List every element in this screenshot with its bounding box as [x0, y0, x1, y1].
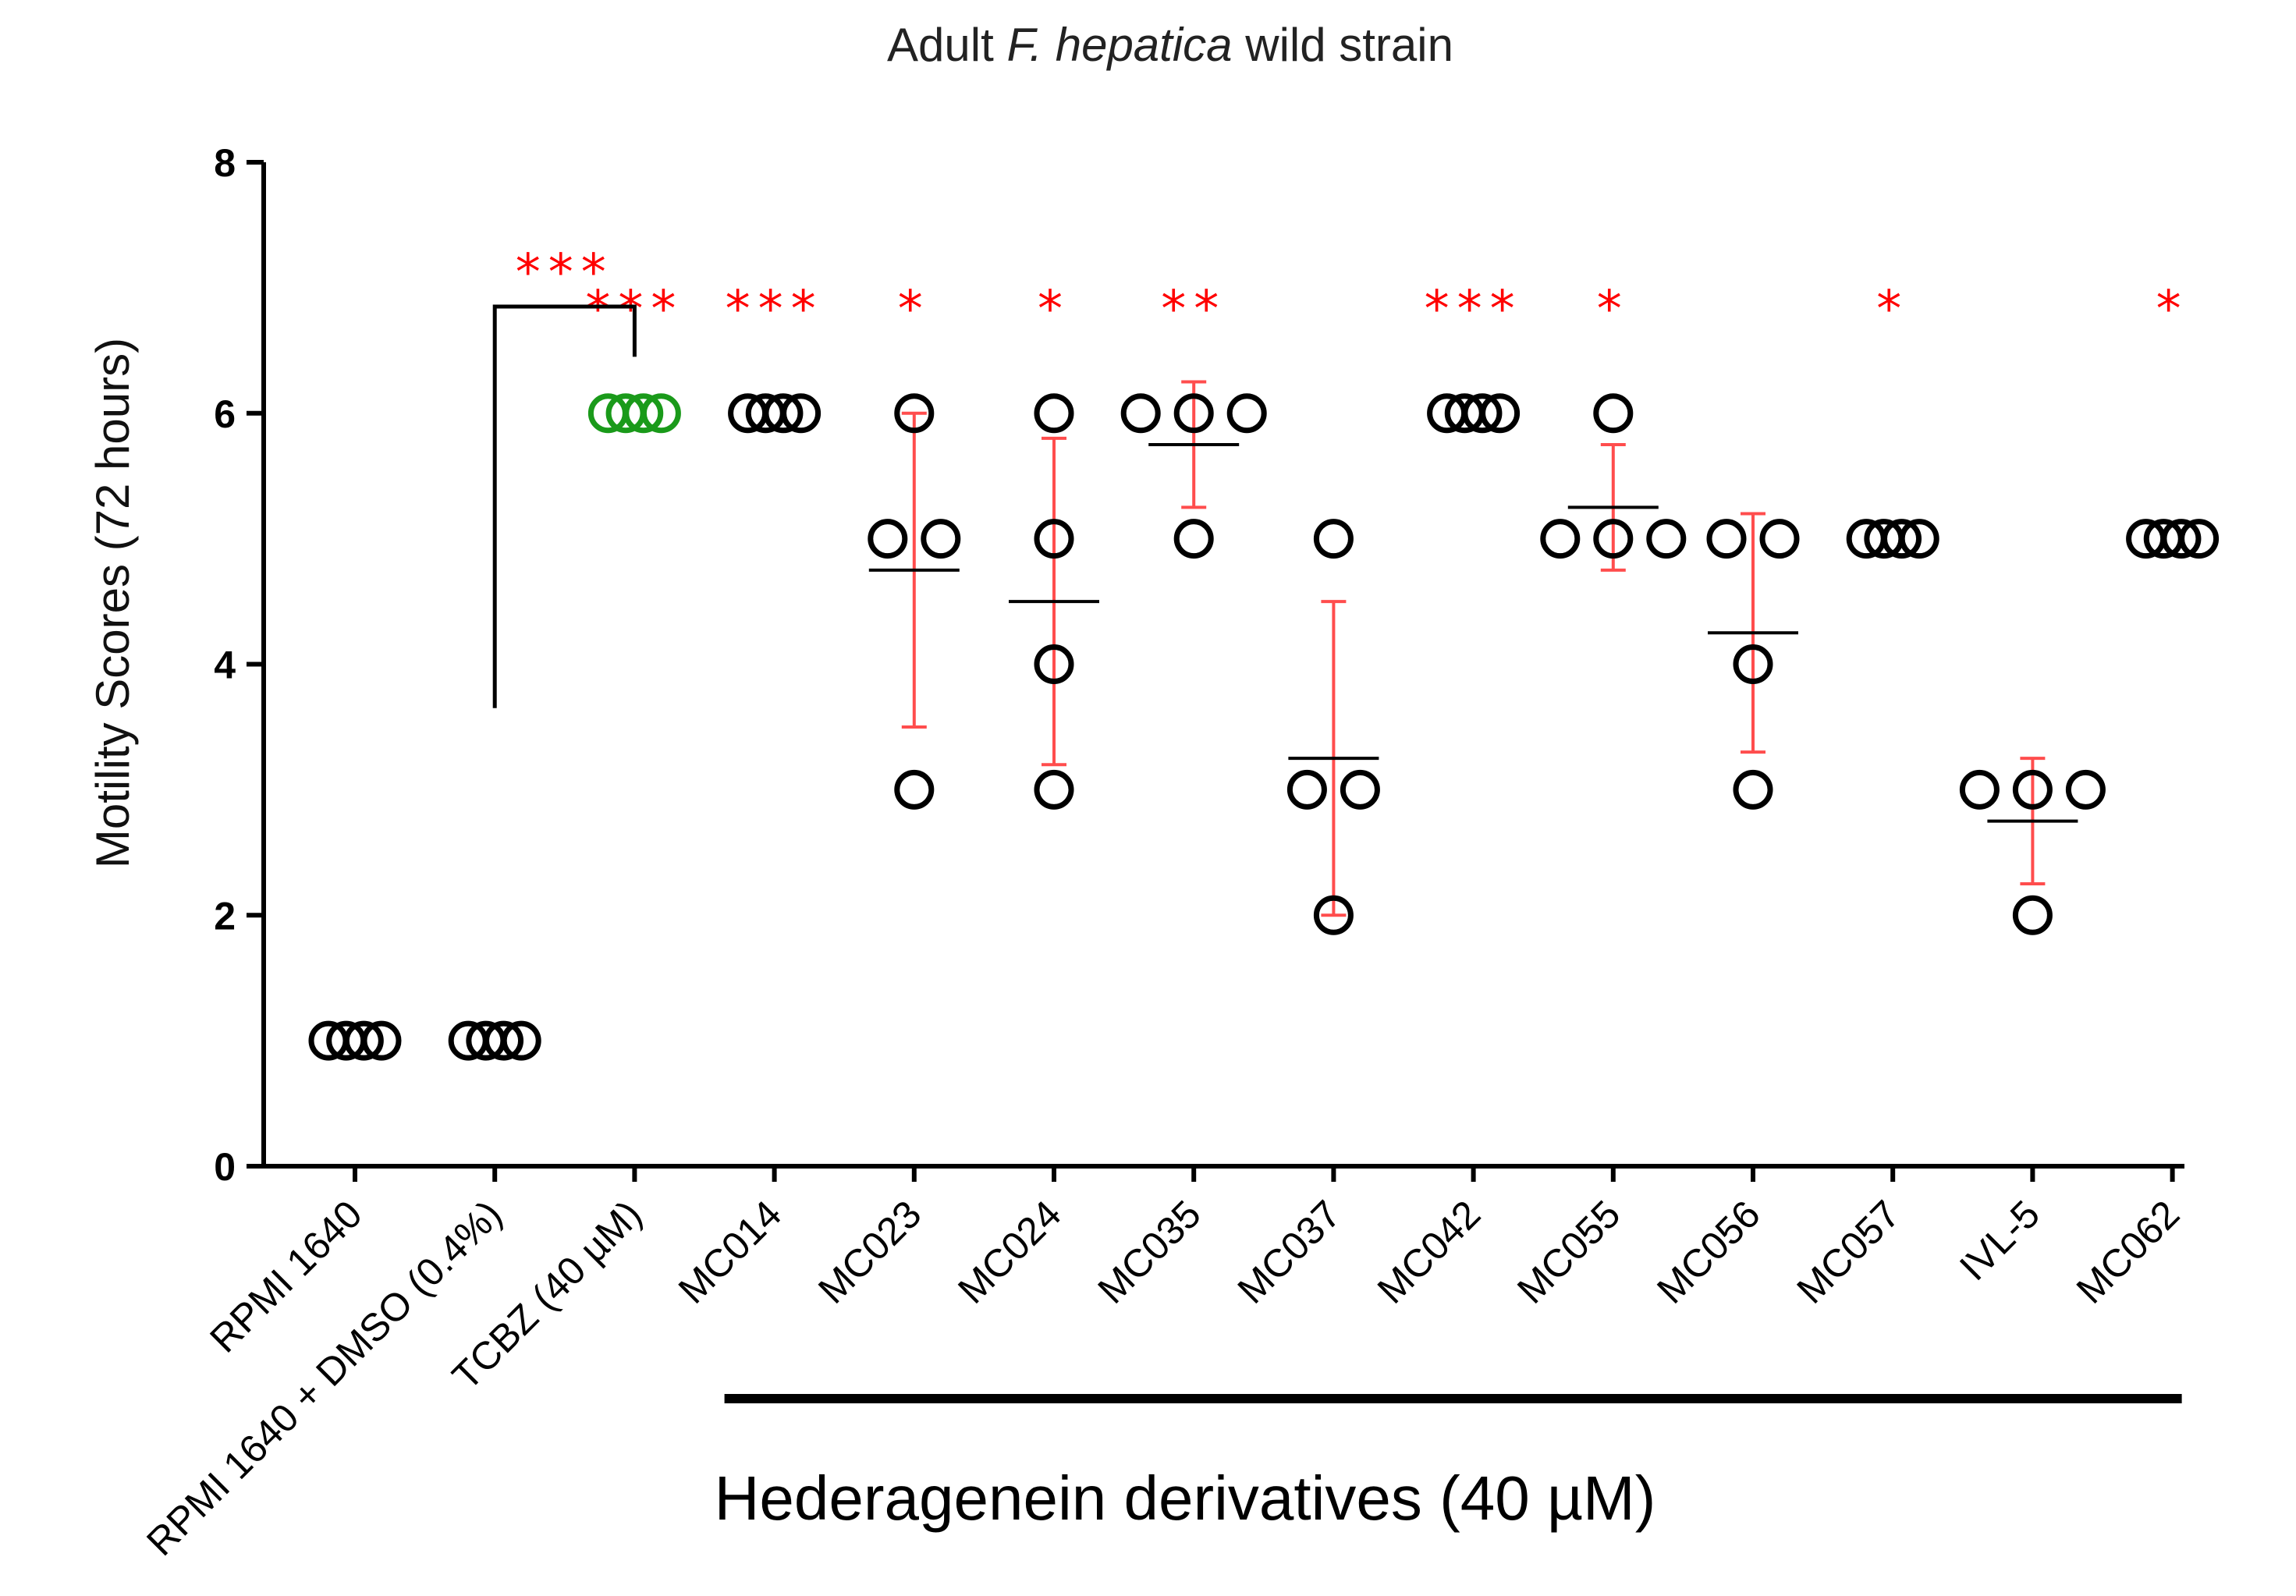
data-point [641, 393, 681, 434]
data-point [1286, 769, 1327, 810]
data-point [1034, 393, 1074, 434]
x-tick-label: MC057 [1788, 1192, 1908, 1312]
data-point [1540, 519, 1581, 559]
data-point [484, 1020, 524, 1061]
data-point [1173, 519, 1214, 559]
x-tick-label: IVL-5 [1951, 1192, 2048, 1289]
comparison-stars: *** [516, 244, 614, 302]
y-axis-label: Motility Scores (72 hours) [87, 338, 139, 868]
significance-stars: *** [726, 281, 824, 339]
data-point [1340, 769, 1380, 810]
significance-stars: * [1038, 281, 1070, 339]
data-point [1120, 393, 1161, 434]
y-tick-label: 8 [214, 141, 236, 185]
y-tick-label: 6 [214, 392, 236, 436]
data-point [2012, 769, 2053, 810]
data-point [1313, 519, 1354, 559]
x-tick-label: MC014 [670, 1192, 790, 1312]
data-point [1313, 895, 1354, 935]
x-tick-label: MC024 [949, 1192, 1070, 1312]
x-tick-label: MC035 [1089, 1192, 1209, 1312]
data-point [2012, 895, 2053, 935]
data-point [1480, 393, 1521, 434]
data-point [2179, 519, 2220, 559]
y-tick-label: 4 [214, 644, 236, 687]
significance-stars: * [898, 281, 931, 339]
significance-stars: *** [585, 281, 683, 339]
data-point [1034, 769, 1074, 810]
y-tick-label: 0 [214, 1145, 236, 1189]
x-tick-label: MC056 [1648, 1192, 1769, 1312]
data-point [623, 393, 664, 434]
x-tick-label: MC055 [1509, 1192, 1629, 1312]
data-point [1593, 519, 1634, 559]
significance-stars: *** [1425, 281, 1523, 339]
x-tick-label: MC062 [2068, 1192, 2188, 1312]
data-point [2065, 769, 2106, 810]
data-point [763, 393, 804, 434]
x-tick-label: MC023 [810, 1192, 930, 1312]
data-point [1959, 769, 2000, 810]
y-tick-label: 2 [214, 894, 236, 938]
x-tick-label: MC042 [1369, 1192, 1489, 1312]
data-point [1034, 519, 1074, 559]
data-point [1034, 644, 1074, 684]
data-point [1882, 519, 1922, 559]
data-point [361, 1020, 402, 1061]
data-point [781, 393, 822, 434]
data-point [1733, 644, 1773, 684]
x-tick-label: MC037 [1230, 1192, 1350, 1312]
chart-title: Adult F. hepatica wild strain [887, 19, 1453, 71]
significance-stars: * [1597, 281, 1630, 339]
data-point [501, 1020, 541, 1061]
data-point [1173, 393, 1214, 434]
data-point [343, 1020, 384, 1061]
data-point [894, 393, 935, 434]
data-point [1646, 519, 1687, 559]
data-point [1899, 519, 1939, 559]
significance-stars: * [2156, 281, 2189, 339]
data-point [1759, 519, 1800, 559]
data-point [1462, 393, 1503, 434]
significance-stars: ** [1161, 281, 1226, 339]
data-point [1593, 393, 1634, 434]
data-point [1226, 393, 1267, 434]
significance-stars: * [1876, 281, 1909, 339]
data-point [2161, 519, 2202, 559]
data-point [921, 519, 961, 559]
data-point [868, 519, 908, 559]
data-point [1733, 769, 1773, 810]
group-bracket-label: Hederagenein derivatives (40 µM) [715, 1463, 1656, 1533]
data-point [894, 769, 935, 810]
comparison-bracket [492, 304, 637, 708]
data-point [1706, 519, 1747, 559]
